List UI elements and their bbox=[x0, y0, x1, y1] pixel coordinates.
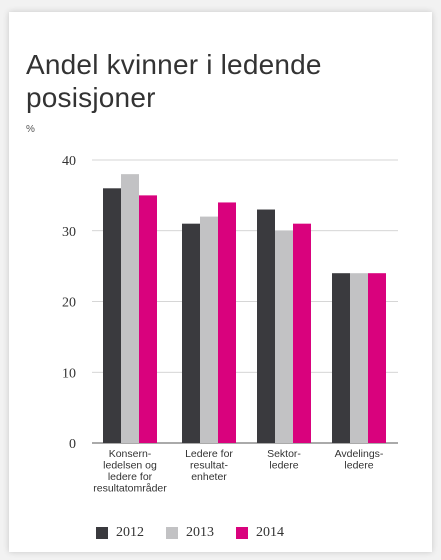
bar-2013-0 bbox=[121, 174, 139, 443]
x-tick-label-line: resultatområder bbox=[93, 483, 167, 495]
legend-item-2012: 2012 bbox=[96, 525, 144, 541]
bar-2013-3 bbox=[350, 273, 368, 443]
legend-item-2013: 2013 bbox=[166, 525, 214, 541]
y-tick-label: 20 bbox=[62, 296, 76, 311]
legend-swatch bbox=[166, 527, 178, 539]
bar-2012-3 bbox=[332, 273, 350, 443]
x-tick-label-line: Konsern- bbox=[109, 448, 152, 460]
bar-2013-2 bbox=[275, 230, 293, 443]
bar-2012-1 bbox=[182, 223, 200, 443]
legend-swatch bbox=[96, 527, 108, 539]
bar-2014-2 bbox=[293, 223, 311, 443]
x-tick-label-line: Sektor- bbox=[267, 448, 301, 460]
x-tick-label-line: resultat- bbox=[190, 460, 228, 472]
x-tick-label-line: ledere for bbox=[108, 471, 153, 483]
x-tick-label: Sektor-ledere bbox=[267, 448, 301, 472]
legend-label: 2012 bbox=[116, 525, 144, 540]
chart-title: Andel kvinner i ledende posisjoner bbox=[26, 49, 322, 113]
y-tick-label: 0 bbox=[69, 437, 76, 452]
chart-legend: 2012 2013 2014 bbox=[96, 522, 284, 544]
legend-swatch bbox=[236, 527, 248, 539]
x-tick-label-line: ledelsen og bbox=[103, 460, 157, 472]
y-tick-label: 40 bbox=[62, 154, 76, 169]
x-tick-label-line: ledere bbox=[344, 460, 373, 472]
x-tick-label-line: enheter bbox=[191, 471, 227, 483]
bar-2012-0 bbox=[103, 188, 121, 443]
y-tick-label: 10 bbox=[62, 366, 76, 381]
legend-label: 2013 bbox=[186, 525, 214, 540]
legend-label: 2014 bbox=[256, 525, 284, 540]
legend-item-2014: 2014 bbox=[236, 525, 284, 541]
bar-2014-1 bbox=[218, 202, 236, 443]
x-tick-label: Konsern-ledelsen og ledere for resultatomr… bbox=[93, 448, 167, 495]
y-tick-label: 30 bbox=[62, 225, 76, 240]
bar-2014-3 bbox=[368, 273, 386, 443]
y-axis-label: % bbox=[26, 124, 35, 135]
bar-2013-1 bbox=[200, 216, 218, 443]
x-tick-label-line: Ledere for bbox=[185, 448, 233, 460]
bar-2012-2 bbox=[257, 209, 275, 443]
x-tick-label: Ledere for resultat-enheter bbox=[185, 448, 233, 483]
x-tick-label-line: Avdelings- bbox=[335, 448, 384, 460]
x-tick-label: Avdelings-ledere bbox=[335, 448, 384, 472]
bar-2014-0 bbox=[139, 195, 157, 443]
x-tick-label-line: ledere bbox=[269, 460, 298, 472]
